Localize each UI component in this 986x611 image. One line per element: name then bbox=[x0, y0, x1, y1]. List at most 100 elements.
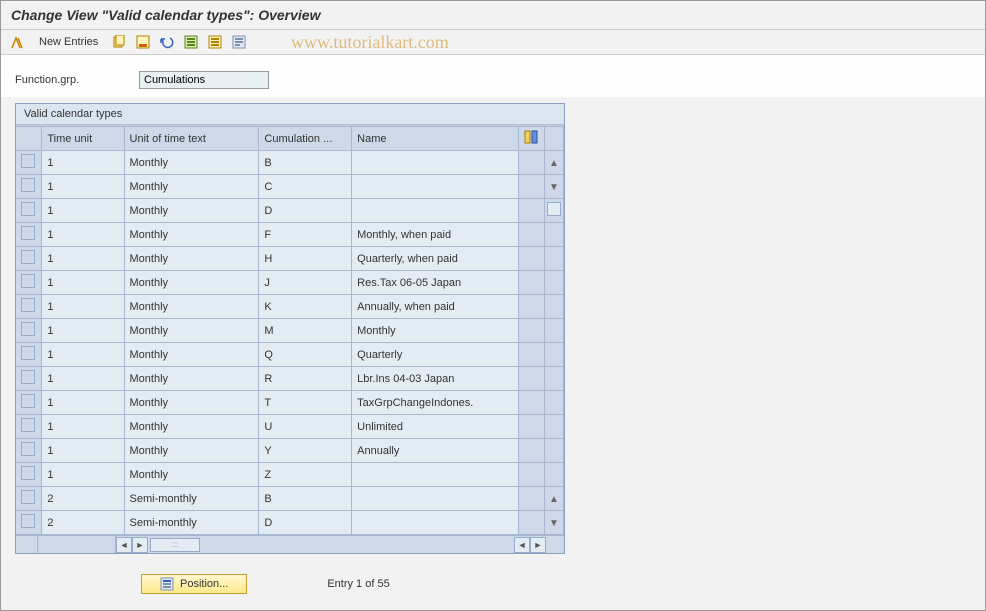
cell-cumulation[interactable]: Z bbox=[259, 463, 352, 487]
cell-time-unit[interactable]: 1 bbox=[42, 463, 124, 487]
cell-cumulation[interactable]: C bbox=[259, 175, 352, 199]
row-selector[interactable] bbox=[16, 319, 42, 343]
hscroll-right-end-button[interactable]: ► bbox=[530, 537, 546, 553]
cell-cumulation[interactable]: H bbox=[259, 247, 352, 271]
cell-unit-text[interactable]: Monthly bbox=[124, 391, 259, 415]
cell-time-unit[interactable]: 1 bbox=[42, 367, 124, 391]
cell-time-unit[interactable]: 2 bbox=[42, 487, 124, 511]
row-selector[interactable] bbox=[16, 343, 42, 367]
cell-unit-text[interactable]: Monthly bbox=[124, 319, 259, 343]
select-all-header[interactable] bbox=[16, 127, 42, 151]
cell-cumulation[interactable]: M bbox=[259, 319, 352, 343]
cell-name[interactable] bbox=[352, 151, 519, 175]
cell-name[interactable] bbox=[352, 463, 519, 487]
table-row[interactable]: 1MonthlyYAnnually bbox=[16, 439, 564, 463]
row-selector[interactable] bbox=[16, 487, 42, 511]
vscroll-up-icon[interactable]: ▲ bbox=[549, 158, 559, 169]
col-cumulation[interactable]: Cumulation ... bbox=[259, 127, 352, 151]
cell-time-unit[interactable]: 1 bbox=[42, 439, 124, 463]
cell-unit-text[interactable]: Semi-monthly bbox=[124, 487, 259, 511]
toggle-icon[interactable] bbox=[9, 33, 27, 51]
cell-time-unit[interactable]: 1 bbox=[42, 223, 124, 247]
row-selector[interactable] bbox=[16, 199, 42, 223]
table-row[interactable]: 1MonthlyFMonthly, when paid bbox=[16, 223, 564, 247]
row-selector[interactable] bbox=[16, 415, 42, 439]
cell-name[interactable]: Annually, when paid bbox=[352, 295, 519, 319]
cell-time-unit[interactable]: 1 bbox=[42, 391, 124, 415]
row-selector[interactable] bbox=[16, 511, 42, 535]
col-name[interactable]: Name bbox=[352, 127, 519, 151]
cell-time-unit[interactable]: 1 bbox=[42, 199, 124, 223]
vscroll-up2-icon[interactable]: ▲ bbox=[549, 494, 559, 505]
cell-unit-text[interactable]: Monthly bbox=[124, 199, 259, 223]
copy-icon[interactable] bbox=[110, 33, 128, 51]
row-selector[interactable] bbox=[16, 247, 42, 271]
table-row[interactable]: 1MonthlyRLbr.Ins 04-03 Japan bbox=[16, 367, 564, 391]
hscroll-left-button[interactable]: ◄ bbox=[116, 537, 132, 553]
cell-name[interactable]: Quarterly bbox=[352, 343, 519, 367]
row-selector[interactable] bbox=[16, 391, 42, 415]
vscroll-down-icon[interactable]: ▼ bbox=[549, 182, 559, 193]
cell-cumulation[interactable]: D bbox=[259, 511, 352, 535]
cell-name[interactable] bbox=[352, 511, 519, 535]
deselect-all-icon[interactable] bbox=[206, 33, 224, 51]
cell-name[interactable]: Monthly bbox=[352, 319, 519, 343]
col-unit-text[interactable]: Unit of time text bbox=[124, 127, 259, 151]
cell-name[interactable]: Lbr.Ins 04-03 Japan bbox=[352, 367, 519, 391]
cell-name[interactable]: Annually bbox=[352, 439, 519, 463]
cell-cumulation[interactable]: U bbox=[259, 415, 352, 439]
cell-time-unit[interactable]: 1 bbox=[42, 319, 124, 343]
hscroll-thumb[interactable]: ::: bbox=[150, 538, 200, 552]
cell-cumulation[interactable]: B bbox=[259, 151, 352, 175]
cell-cumulation[interactable]: Y bbox=[259, 439, 352, 463]
cell-cumulation[interactable]: B bbox=[259, 487, 352, 511]
row-selector[interactable] bbox=[16, 439, 42, 463]
cell-cumulation[interactable]: Q bbox=[259, 343, 352, 367]
cell-unit-text[interactable]: Monthly bbox=[124, 415, 259, 439]
cell-time-unit[interactable]: 1 bbox=[42, 175, 124, 199]
cell-cumulation[interactable]: R bbox=[259, 367, 352, 391]
cell-unit-text[interactable]: Monthly bbox=[124, 223, 259, 247]
cell-cumulation[interactable]: F bbox=[259, 223, 352, 247]
save-variant-icon[interactable] bbox=[134, 33, 152, 51]
hscroll-right-button[interactable]: ► bbox=[132, 537, 148, 553]
table-row[interactable]: 1MonthlyQQuarterly bbox=[16, 343, 564, 367]
table-row[interactable]: 1MonthlyB ▲ bbox=[16, 151, 564, 175]
cell-time-unit[interactable]: 1 bbox=[42, 343, 124, 367]
print-icon[interactable] bbox=[230, 33, 248, 51]
cell-name[interactable]: Quarterly, when paid bbox=[352, 247, 519, 271]
row-selector[interactable] bbox=[16, 295, 42, 319]
function-grp-input[interactable] bbox=[139, 71, 269, 89]
cell-unit-text[interactable]: Monthly bbox=[124, 271, 259, 295]
cell-time-unit[interactable]: 1 bbox=[42, 151, 124, 175]
cell-unit-text[interactable]: Monthly bbox=[124, 439, 259, 463]
table-config-button[interactable] bbox=[518, 127, 544, 151]
cell-name[interactable]: Res.Tax 06-05 Japan bbox=[352, 271, 519, 295]
cell-name[interactable] bbox=[352, 175, 519, 199]
table-row[interactable]: 1MonthlyTTaxGrpChangeIndones. bbox=[16, 391, 564, 415]
table-row[interactable]: 1MonthlyJRes.Tax 06-05 Japan bbox=[16, 271, 564, 295]
table-row[interactable]: 1MonthlyUUnlimited bbox=[16, 415, 564, 439]
cell-name[interactable] bbox=[352, 199, 519, 223]
cell-unit-text[interactable]: Monthly bbox=[124, 463, 259, 487]
position-button[interactable]: Position... bbox=[141, 574, 247, 594]
cell-unit-text[interactable]: Monthly bbox=[124, 175, 259, 199]
vscroll-down2-icon[interactable]: ▼ bbox=[549, 518, 559, 529]
table-row[interactable]: 1MonthlyKAnnually, when paid bbox=[16, 295, 564, 319]
cell-unit-text[interactable]: Monthly bbox=[124, 343, 259, 367]
cell-cumulation[interactable]: J bbox=[259, 271, 352, 295]
select-all-icon[interactable] bbox=[182, 33, 200, 51]
table-row[interactable]: 1MonthlyC ▼ bbox=[16, 175, 564, 199]
row-selector[interactable] bbox=[16, 151, 42, 175]
row-selector[interactable] bbox=[16, 463, 42, 487]
table-row[interactable]: 1MonthlyZ bbox=[16, 463, 564, 487]
cell-cumulation[interactable]: T bbox=[259, 391, 352, 415]
row-selector[interactable] bbox=[16, 271, 42, 295]
new-entries-button[interactable]: New Entries bbox=[33, 34, 104, 50]
cell-unit-text[interactable]: Monthly bbox=[124, 295, 259, 319]
col-time-unit[interactable]: Time unit bbox=[42, 127, 124, 151]
cell-unit-text[interactable]: Monthly bbox=[124, 247, 259, 271]
cell-time-unit[interactable]: 1 bbox=[42, 271, 124, 295]
cell-name[interactable]: Monthly, when paid bbox=[352, 223, 519, 247]
cell-unit-text[interactable]: Monthly bbox=[124, 151, 259, 175]
